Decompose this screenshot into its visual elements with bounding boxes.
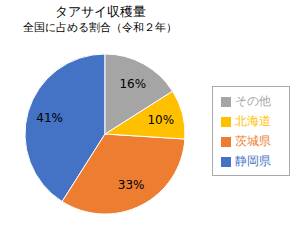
html-text:その他: その他	[235, 94, 271, 108]
svg-text:16%: 16%	[119, 77, 146, 91]
html-text:茨城県: 茨城県	[235, 134, 271, 148]
svg-text:41%: 41%	[36, 111, 63, 125]
svg-text:33%: 33%	[118, 178, 145, 192]
html-text:全国に占める割合（令和２年）: 全国に占める割合（令和２年）	[23, 21, 177, 34]
html-text:静岡県: 静岡県	[235, 154, 271, 168]
svg-text:10%: 10%	[147, 113, 174, 127]
html-text:タアサイ収穫量: タアサイ収穫量	[54, 4, 146, 19]
html-text:北海道: 北海道	[235, 114, 271, 128]
